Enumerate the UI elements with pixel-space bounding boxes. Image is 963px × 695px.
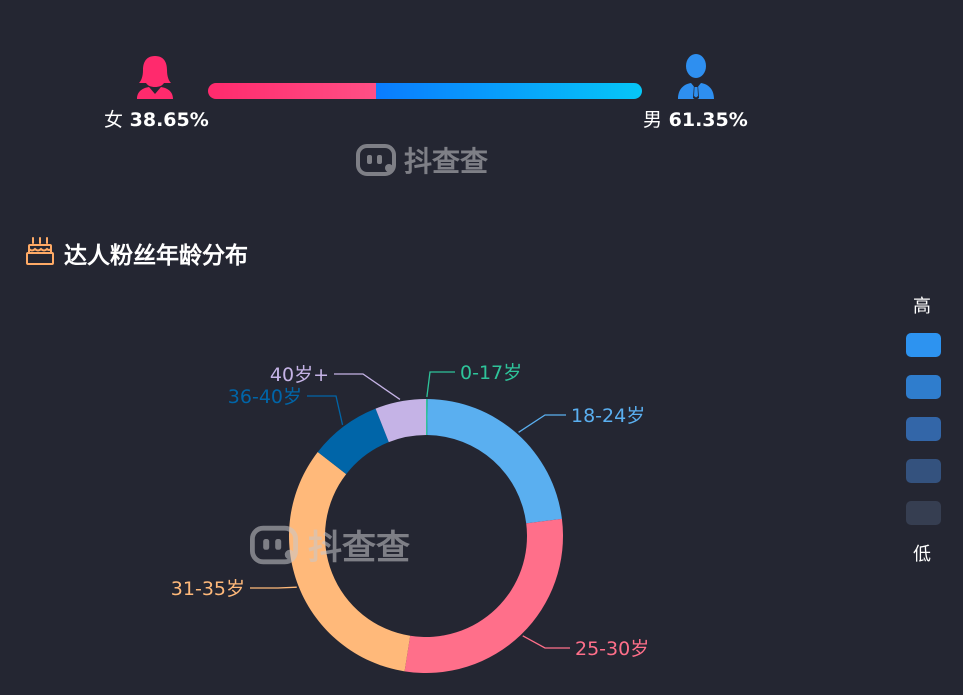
birthday-cake-icon xyxy=(24,235,56,271)
slice-label-18-24岁: 18-24岁 xyxy=(571,405,645,427)
female-ratio-fill xyxy=(208,83,376,99)
slice-label-36-40岁: 36-40岁 xyxy=(228,386,302,408)
watermark-text: 抖查查 xyxy=(308,528,410,568)
legend-swatch-1[interactable] xyxy=(906,375,941,399)
leader-line-36-40岁 xyxy=(307,395,344,425)
male-ratio-fill xyxy=(375,83,642,99)
robot-face-icon xyxy=(250,525,298,564)
legend-swatch-3[interactable] xyxy=(906,459,941,483)
legend-swatches xyxy=(906,333,941,525)
female-icon xyxy=(133,52,177,100)
leader-line-0-17岁 xyxy=(426,371,455,398)
donut-slice-0-17岁[interactable] xyxy=(426,399,428,436)
gender-ratio-bar xyxy=(208,83,642,99)
donut-slice-40岁+[interactable] xyxy=(375,399,426,443)
female-label: 女 38.65% xyxy=(104,105,209,132)
female-percent: 38.65% xyxy=(129,109,209,131)
legend-high-label: 高 xyxy=(913,296,931,317)
leader-line-25-30岁 xyxy=(522,635,570,649)
slice-label-31-35岁: 31-35岁 xyxy=(171,578,245,600)
legend-low-label: 低 xyxy=(913,544,931,565)
male-percent: 61.35% xyxy=(668,109,748,131)
leader-line-31-35岁 xyxy=(250,586,297,589)
donut-slice-36-40岁[interactable] xyxy=(317,408,389,475)
donut-slice-25-30岁[interactable] xyxy=(404,518,564,673)
leader-line-18-24岁 xyxy=(518,414,566,433)
donut-slice-31-35岁[interactable] xyxy=(289,452,411,672)
watermark-top: 抖查查 xyxy=(356,140,488,180)
legend-swatch-0[interactable] xyxy=(906,333,941,357)
donut-slice-18-24岁[interactable] xyxy=(427,399,562,524)
leader-line-40岁+ xyxy=(334,373,401,400)
female-name: 女 xyxy=(104,109,124,131)
watermark-text: 抖查查 xyxy=(404,145,489,178)
male-name: 男 xyxy=(643,109,663,131)
slice-label-40岁+: 40岁+ xyxy=(270,364,329,386)
robot-face-icon xyxy=(356,144,396,176)
male-label: 男 61.35% xyxy=(643,105,748,132)
legend-swatch-2[interactable] xyxy=(906,417,941,441)
legend-swatch-4[interactable] xyxy=(906,501,941,525)
section-title: 达人粉丝年龄分布 xyxy=(64,243,248,269)
slice-label-0-17岁: 0-17岁 xyxy=(460,362,522,384)
watermark-center: 抖查查 xyxy=(250,520,410,569)
slice-label-25-30岁: 25-30岁 xyxy=(575,638,649,660)
male-icon xyxy=(674,52,718,100)
